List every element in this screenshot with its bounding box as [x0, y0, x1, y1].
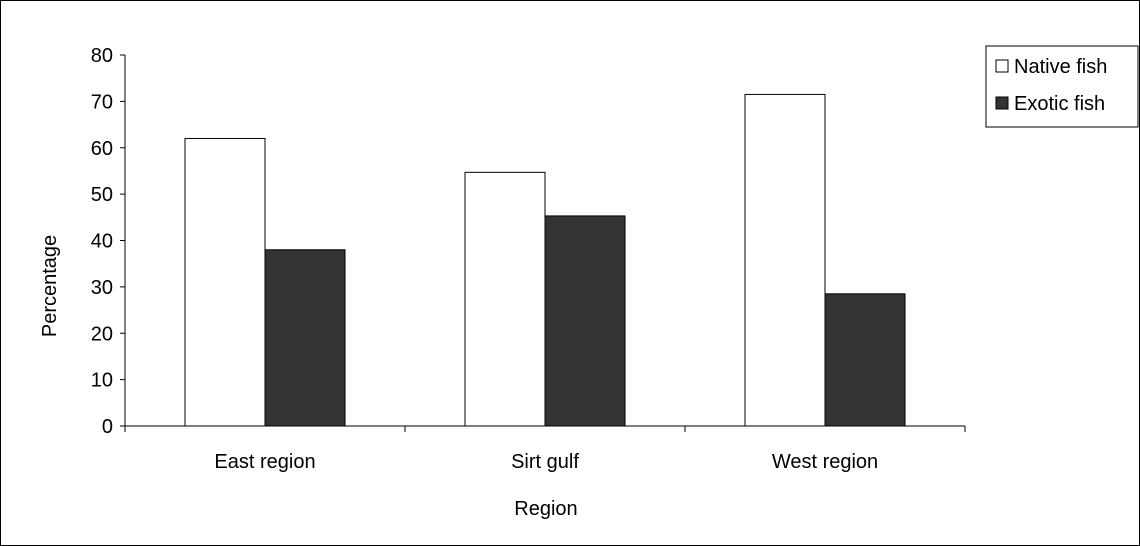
legend-box — [985, 45, 1139, 128]
y-tick-label: 80 — [91, 45, 113, 67]
y-axis-ticks: 0 10 20 30 40 50 60 70 80 — [91, 45, 125, 438]
legend-label: Native fish — [1014, 56, 1107, 78]
y-tick-label: 40 — [91, 231, 113, 253]
y-tick-label: 60 — [91, 138, 113, 160]
bar-native-fish-1 — [184, 137, 266, 427]
legend-swatch — [995, 96, 1009, 110]
legend: Native fish Exotic fish — [985, 45, 1139, 128]
y-tick-label: 10 — [91, 370, 113, 392]
bar-native-fish-3 — [744, 93, 826, 427]
x-tick-label: East region — [214, 451, 315, 473]
y-tick-label: 30 — [91, 277, 113, 299]
x-tick-label: Sirt gulf — [511, 451, 579, 473]
legend-label: Exotic fish — [1014, 93, 1105, 115]
y-tick-label: 0 — [102, 416, 113, 438]
bar-exotic-fish-1 — [264, 249, 346, 427]
x-axis-ticks: East region Sirt gulf West region — [124, 426, 966, 473]
legend-swatch — [995, 59, 1009, 73]
bar-exotic-fish-3 — [824, 293, 906, 427]
bars — [184, 93, 906, 427]
bar-exotic-fish-2 — [544, 215, 626, 427]
x-axis-title: Region — [514, 498, 577, 520]
y-tick-label: 20 — [91, 323, 113, 345]
x-tick-label: West region — [772, 451, 878, 473]
bar-native-fish-2 — [464, 171, 546, 427]
y-axis-title: Percentage — [39, 235, 61, 337]
y-tick-label: 70 — [91, 91, 113, 113]
y-tick-label: 50 — [91, 184, 113, 206]
